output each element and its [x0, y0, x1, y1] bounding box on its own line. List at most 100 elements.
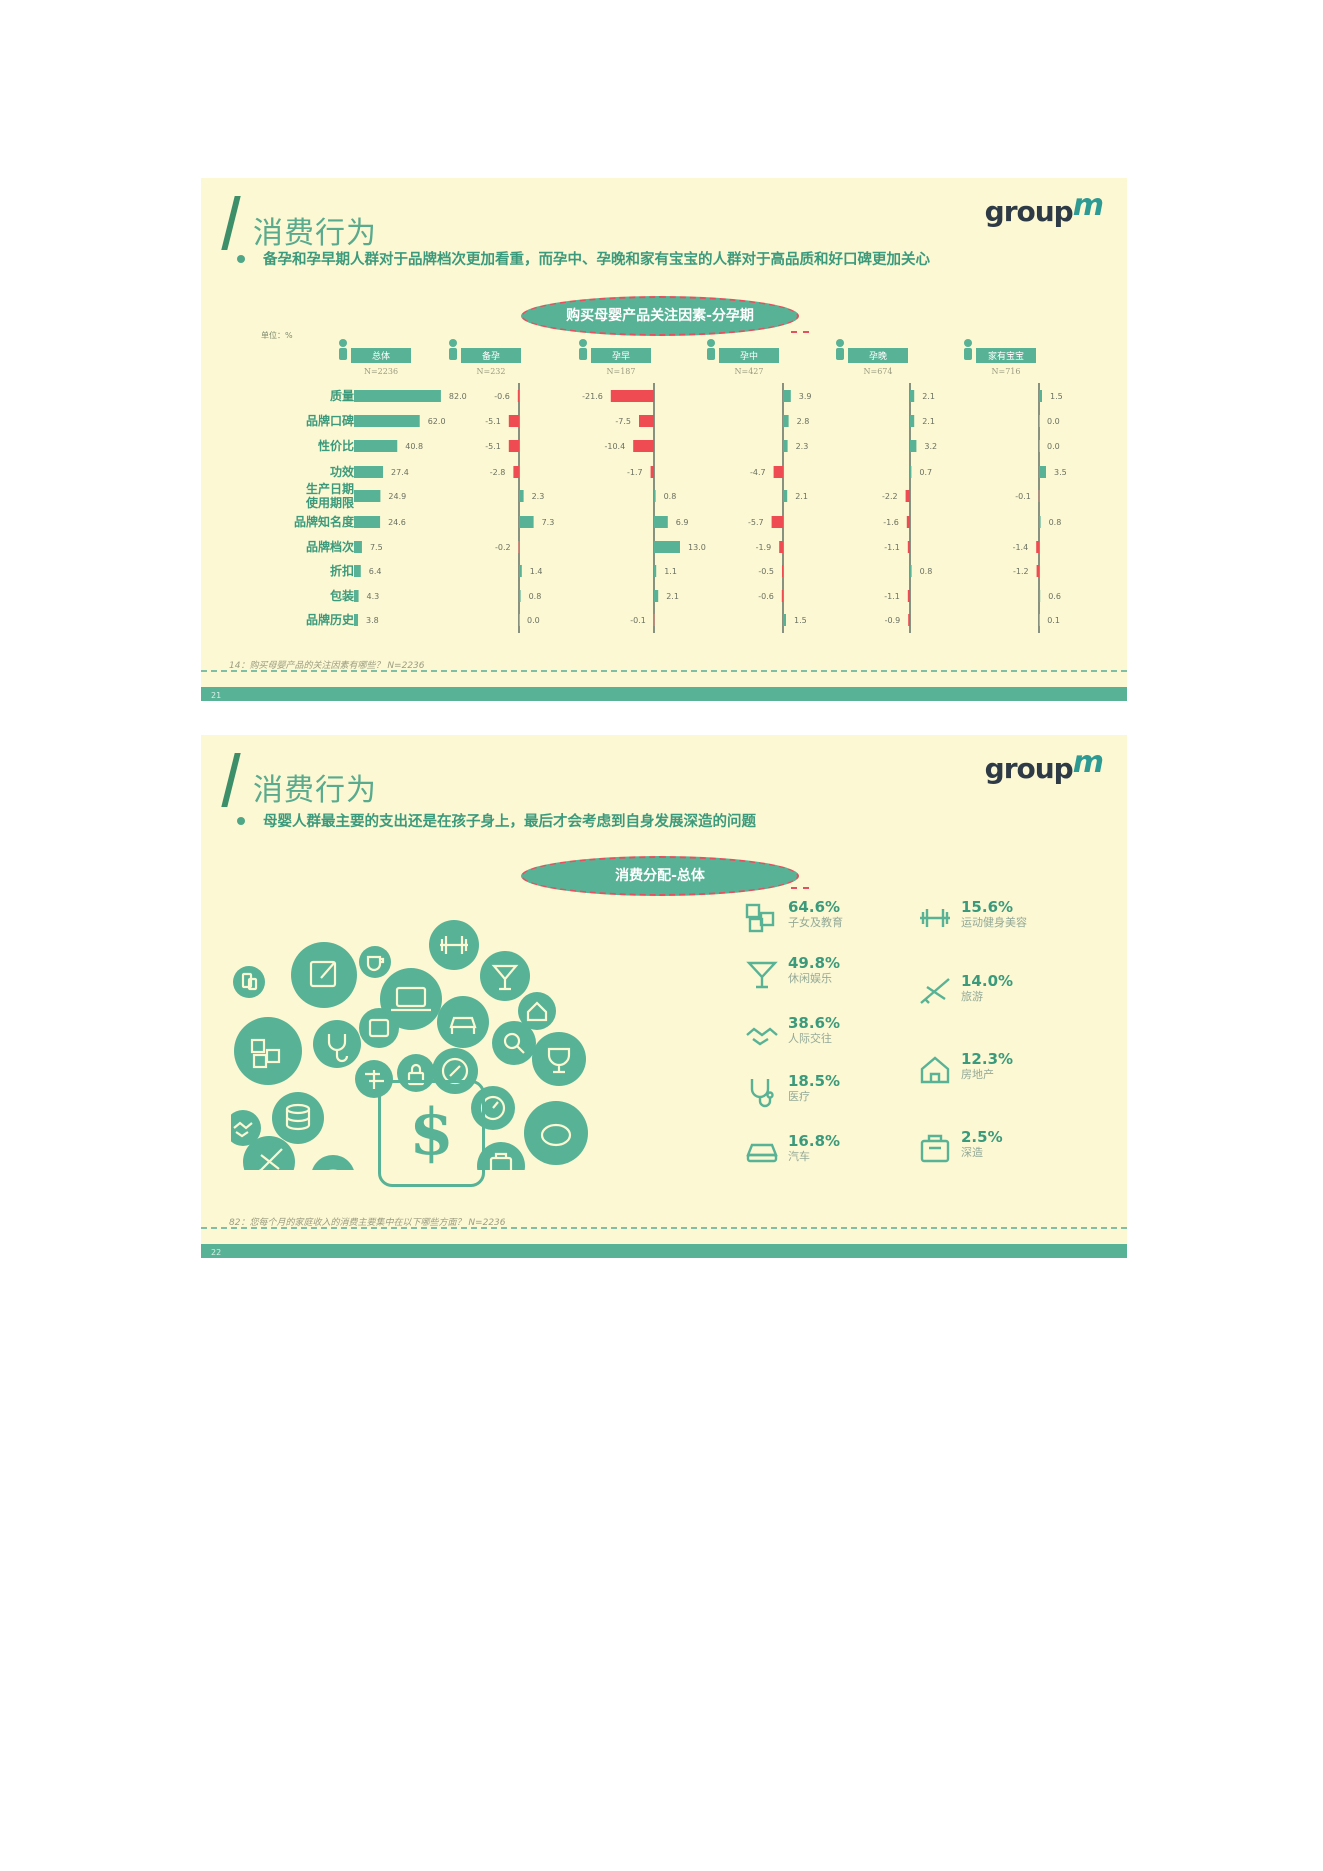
stat-percent: 49.8%	[788, 954, 841, 972]
pencil-icon	[320, 961, 336, 979]
category-label-line: 使用期限	[305, 496, 354, 510]
data-label: -0.9	[885, 616, 901, 625]
bar	[354, 541, 362, 553]
stat-label: 房地产	[961, 1068, 994, 1081]
stat-percent: 12.3%	[961, 1050, 1014, 1068]
house-icon	[917, 1053, 953, 1087]
slide-subtitle: 备孕和孕早期人群对于品牌档次更加看重，而孕中、孕晚和家有宝宝的人群对于高品质和好…	[263, 252, 930, 268]
data-label: 0.1	[1047, 616, 1060, 625]
briefcase-handle	[494, 1152, 508, 1158]
stat-label: 休闲娱乐	[788, 972, 832, 985]
data-label: 6.4	[369, 567, 382, 576]
data-label: -5.7	[748, 518, 764, 527]
person-head-icon	[449, 339, 457, 347]
data-label: 3.8	[366, 616, 379, 625]
data-label: -1.9	[756, 543, 772, 552]
bubble-wifi	[312, 1155, 354, 1170]
data-label: 1.4	[530, 567, 543, 576]
bar	[354, 415, 420, 427]
data-label: 7.5	[370, 543, 383, 552]
stat-label: 汽车	[788, 1150, 810, 1163]
stat-label: 医疗	[788, 1090, 810, 1103]
signpost-icon	[365, 1070, 384, 1089]
abc-block-icon-3	[252, 1053, 268, 1069]
trophy-icon	[547, 1047, 571, 1074]
category-label: 生产日期 使用期限	[306, 482, 354, 510]
piggy-eye	[549, 1130, 553, 1134]
data-label: 7.3	[542, 518, 555, 527]
data-label: 2.1	[795, 492, 808, 501]
data-label: -5.1	[485, 417, 501, 426]
data-label: -10.4	[604, 442, 625, 451]
gauge-needle	[492, 1101, 499, 1109]
bar	[1038, 490, 1040, 502]
bar	[910, 440, 917, 452]
data-label: 82.0	[449, 392, 467, 401]
bar	[1036, 565, 1039, 577]
data-label: -0.1	[630, 616, 646, 625]
bar	[354, 440, 398, 452]
slide-title: 消费行为	[253, 773, 377, 808]
stat-label: 人际交往	[788, 1032, 832, 1045]
bar	[779, 541, 783, 553]
compass-icon	[441, 1057, 469, 1085]
bubble-cup	[359, 946, 391, 978]
footer-dash	[201, 670, 1127, 672]
laptop-icon	[395, 986, 427, 1008]
phone-icon	[241, 972, 253, 989]
tablet-icon	[247, 977, 258, 991]
stat-label: 运动健身美容	[961, 916, 1027, 929]
person-body-icon	[836, 348, 844, 360]
bubble-car	[437, 996, 489, 1048]
bar	[783, 614, 786, 626]
series-header-label: 备孕	[482, 350, 500, 362]
bar	[910, 466, 912, 478]
category-label-line: 折扣	[329, 564, 354, 578]
compass-needle	[449, 1065, 461, 1077]
bar	[354, 590, 359, 602]
bar	[354, 466, 384, 478]
bar	[781, 590, 783, 602]
category-label-line: 质量	[329, 389, 354, 403]
bubble-calendar	[359, 1008, 399, 1048]
data-label: 2.1	[922, 392, 935, 401]
person-body-icon	[964, 348, 972, 360]
data-label: 2.1	[666, 592, 679, 601]
data-label: 0.0	[1047, 442, 1060, 451]
series-header-label: 孕晚	[869, 351, 887, 362]
stat-percent: 18.5%	[788, 1072, 841, 1090]
data-label: -4.7	[750, 468, 766, 477]
slide-spending-distribution: 消费行为 groupm 母婴人群最主要的支出还是在孩子身上，最后才会考虑到自身发…	[201, 735, 1127, 1258]
category-label-line: 品牌口碑	[305, 414, 354, 428]
bar	[907, 541, 910, 553]
bar	[783, 440, 788, 452]
bar	[771, 516, 783, 528]
bubble-cocktail	[480, 951, 530, 1001]
stat-percent: 2.5%	[961, 1128, 1003, 1146]
person-head-icon	[964, 339, 972, 347]
dollar-sign-icon: $	[409, 1095, 454, 1170]
data-label: 4.3	[367, 592, 380, 601]
person-head-icon	[579, 339, 587, 347]
stat-percent: 38.6%	[788, 1014, 841, 1032]
person-body-icon	[449, 348, 457, 360]
pill-tail	[791, 887, 809, 889]
abc-block-icon	[250, 1038, 266, 1054]
category-label: 性价比	[318, 439, 354, 453]
stat-percent: 16.8%	[788, 1132, 841, 1150]
stethoscope-icon	[744, 1075, 780, 1109]
bar	[905, 490, 910, 502]
data-label: 62.0	[428, 417, 446, 426]
bar	[910, 565, 912, 577]
series-header-tag	[719, 348, 779, 363]
data-label: -1.7	[627, 468, 643, 477]
bar	[654, 516, 668, 528]
series-n-label: N=674	[864, 367, 893, 376]
data-label: -7.5	[615, 417, 631, 426]
bar	[783, 490, 788, 502]
bubble-search	[492, 1021, 536, 1065]
data-label: -1.4	[1013, 543, 1029, 552]
data-label: -1.1	[884, 592, 900, 601]
data-label: 24.9	[388, 492, 406, 501]
bar	[783, 415, 789, 427]
